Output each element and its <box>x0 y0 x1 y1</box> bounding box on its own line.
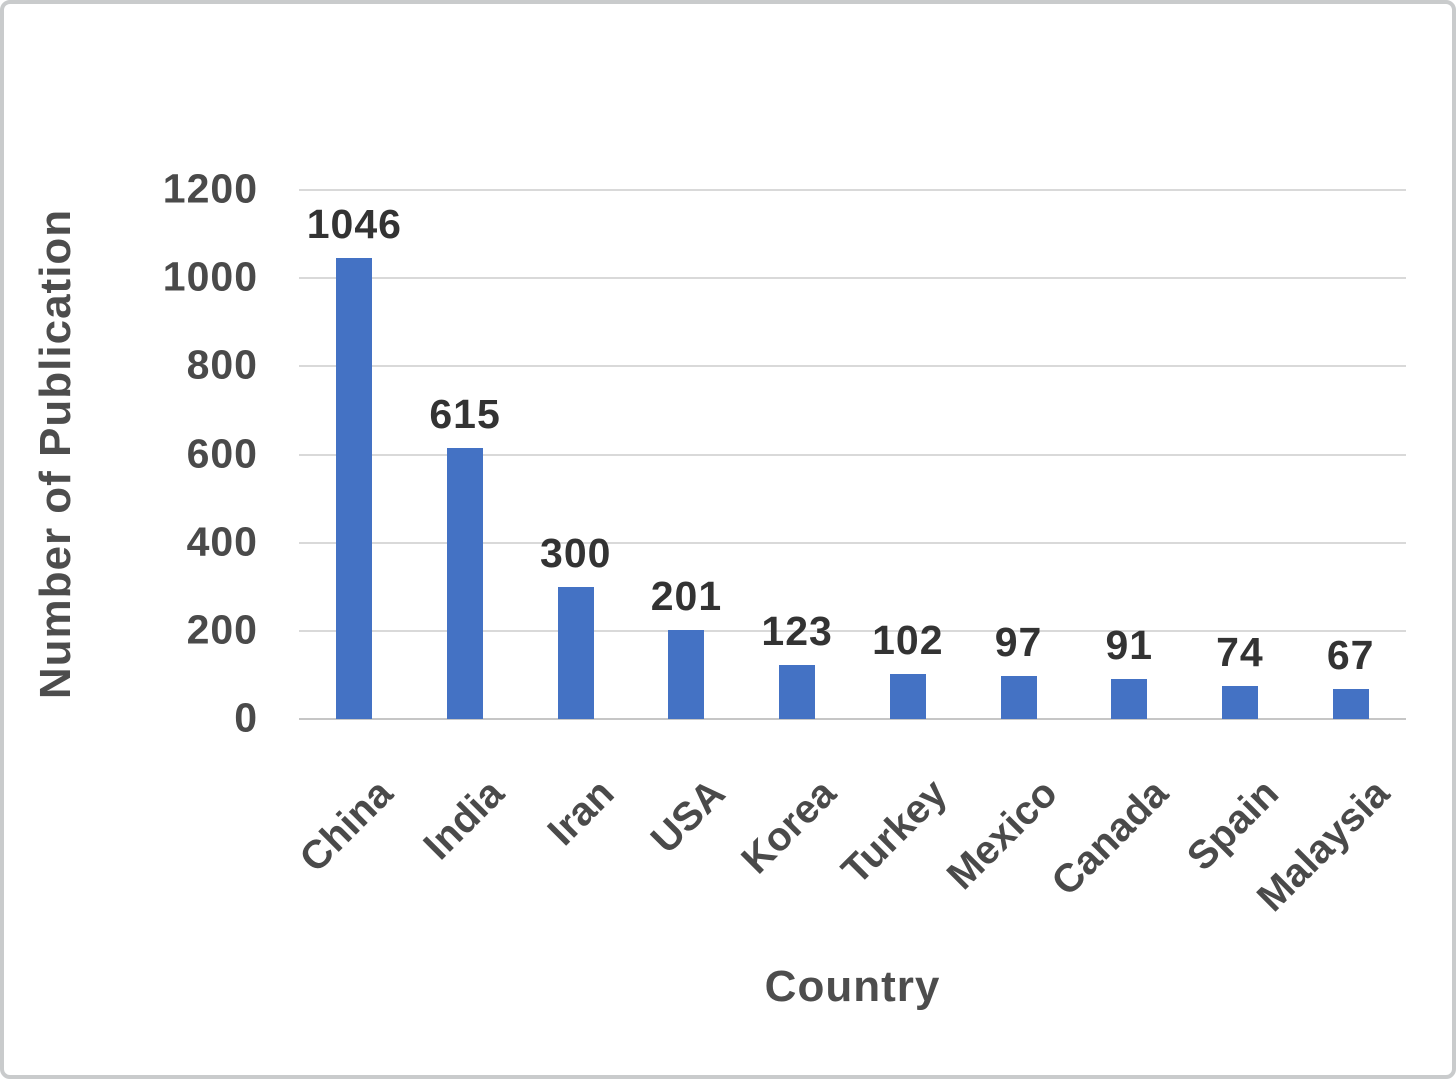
gridline <box>299 453 1406 456</box>
bar-value-label: 102 <box>872 617 944 664</box>
x-tick-label-iran: Iran <box>539 771 623 854</box>
y-tick-label: 200 <box>186 606 258 653</box>
y-tick-label: 400 <box>186 518 258 565</box>
y-tick-label: 800 <box>186 341 258 388</box>
bar-value-label: 1046 <box>306 200 402 247</box>
gridline <box>299 277 1406 280</box>
bar-canada <box>1111 678 1148 719</box>
bar-turkey <box>889 674 926 719</box>
x-tick-label-korea: Korea <box>732 771 845 883</box>
y-tick-label: 1200 <box>162 165 258 212</box>
x-tick-label-spain: Spain <box>1178 771 1288 880</box>
x-tick-label-china: China <box>291 771 402 881</box>
gridline <box>299 189 1406 191</box>
y-tick-label: 600 <box>186 430 258 477</box>
x-tick-label-canada: Canada <box>1043 771 1177 905</box>
bar-value-label: 74 <box>1216 629 1264 676</box>
bar-korea <box>779 664 816 719</box>
plot-area: 1046 615 300 201 123 102 97 91 74 67 <box>299 189 1406 720</box>
y-tick-label: 1000 <box>162 253 258 300</box>
gridline <box>299 629 1406 632</box>
bar-value-label: 91 <box>1105 621 1154 668</box>
bar-value-label: 123 <box>761 607 833 654</box>
bar-value-label: 615 <box>429 390 501 437</box>
bar-value-label: 201 <box>650 573 723 620</box>
bar-india <box>447 447 484 719</box>
x-tick-label-mexico: Mexico <box>938 771 1066 899</box>
bar-spain <box>1221 686 1258 719</box>
x-axis-line <box>299 718 1406 720</box>
gridline <box>299 541 1406 544</box>
bar-value-label: 97 <box>994 619 1043 666</box>
bar-usa <box>668 630 705 719</box>
bar-china <box>336 257 373 719</box>
bar-value-label: 67 <box>1326 632 1375 679</box>
x-tick-label-turkey: Turkey <box>833 771 955 893</box>
bar-value-label: 300 <box>540 529 612 576</box>
y-tick-label: 0 <box>234 694 258 741</box>
bar-malaysia <box>1332 689 1369 719</box>
bar-mexico <box>1000 676 1037 719</box>
bar-iran <box>557 586 594 719</box>
x-tick-label-india: India <box>415 771 513 869</box>
gridline <box>299 365 1406 368</box>
x-axis-title: Country <box>764 962 941 1011</box>
x-tick-label-usa: USA <box>642 771 734 862</box>
